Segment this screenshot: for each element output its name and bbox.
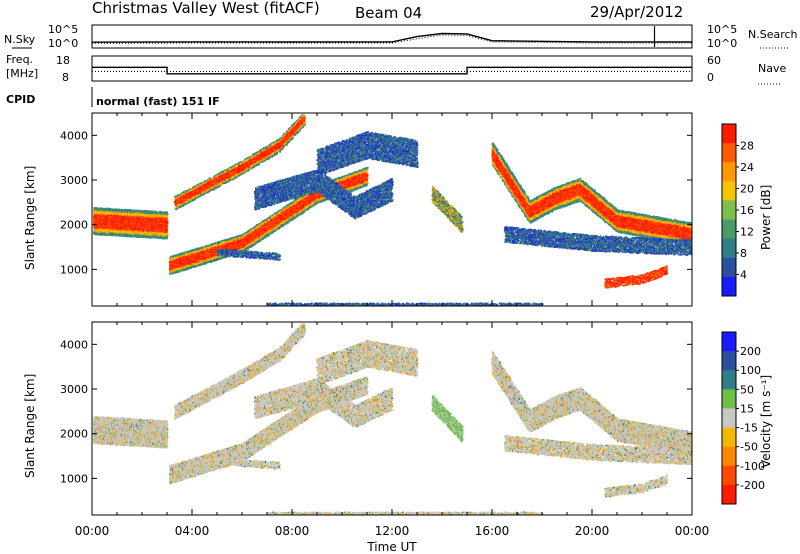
freq-left-label: Freq. bbox=[6, 53, 33, 66]
freq-plot-area bbox=[92, 67, 692, 74]
noise-right-tick-bottom: 10^0 bbox=[707, 37, 737, 50]
beam-label: Beam 04 bbox=[355, 4, 422, 22]
noise-plot-area bbox=[92, 26, 692, 47]
station-title: Christmas Valley West (fitACF) bbox=[92, 0, 320, 17]
radar-summary-plot: Christmas Valley West (fitACF) Beam 04 2… bbox=[0, 0, 800, 554]
freq-panel-frame bbox=[92, 56, 692, 81]
freq-left-tick-bottom: 8 bbox=[62, 71, 69, 84]
power-heatmap bbox=[93, 114, 693, 307]
freq-right-tick-top: 60 bbox=[707, 54, 721, 67]
date-label: 29/Apr/2012 bbox=[590, 3, 683, 21]
noise-series-0 bbox=[92, 34, 692, 43]
freq-right-tick-bottom: 0 bbox=[707, 71, 714, 84]
freq-left-unit: [MHz] bbox=[6, 67, 38, 80]
noise-left-tick-top: 10^5 bbox=[48, 23, 78, 36]
noise-left-label: N.Sky bbox=[4, 33, 36, 46]
noise-left-tick-bottom: 10^0 bbox=[48, 37, 78, 50]
freq-left-tick-top: 18 bbox=[56, 54, 70, 67]
cpid-mode: normal (fast) 151 IF bbox=[96, 95, 220, 108]
freq-line bbox=[92, 67, 692, 74]
noise-right-label: N.Search bbox=[748, 28, 798, 41]
noise-panel-frame bbox=[92, 25, 692, 48]
noise-right-tick-top: 10^5 bbox=[707, 23, 737, 36]
nave-label: Nave bbox=[758, 62, 786, 75]
cpid-label: CPID bbox=[6, 93, 35, 106]
